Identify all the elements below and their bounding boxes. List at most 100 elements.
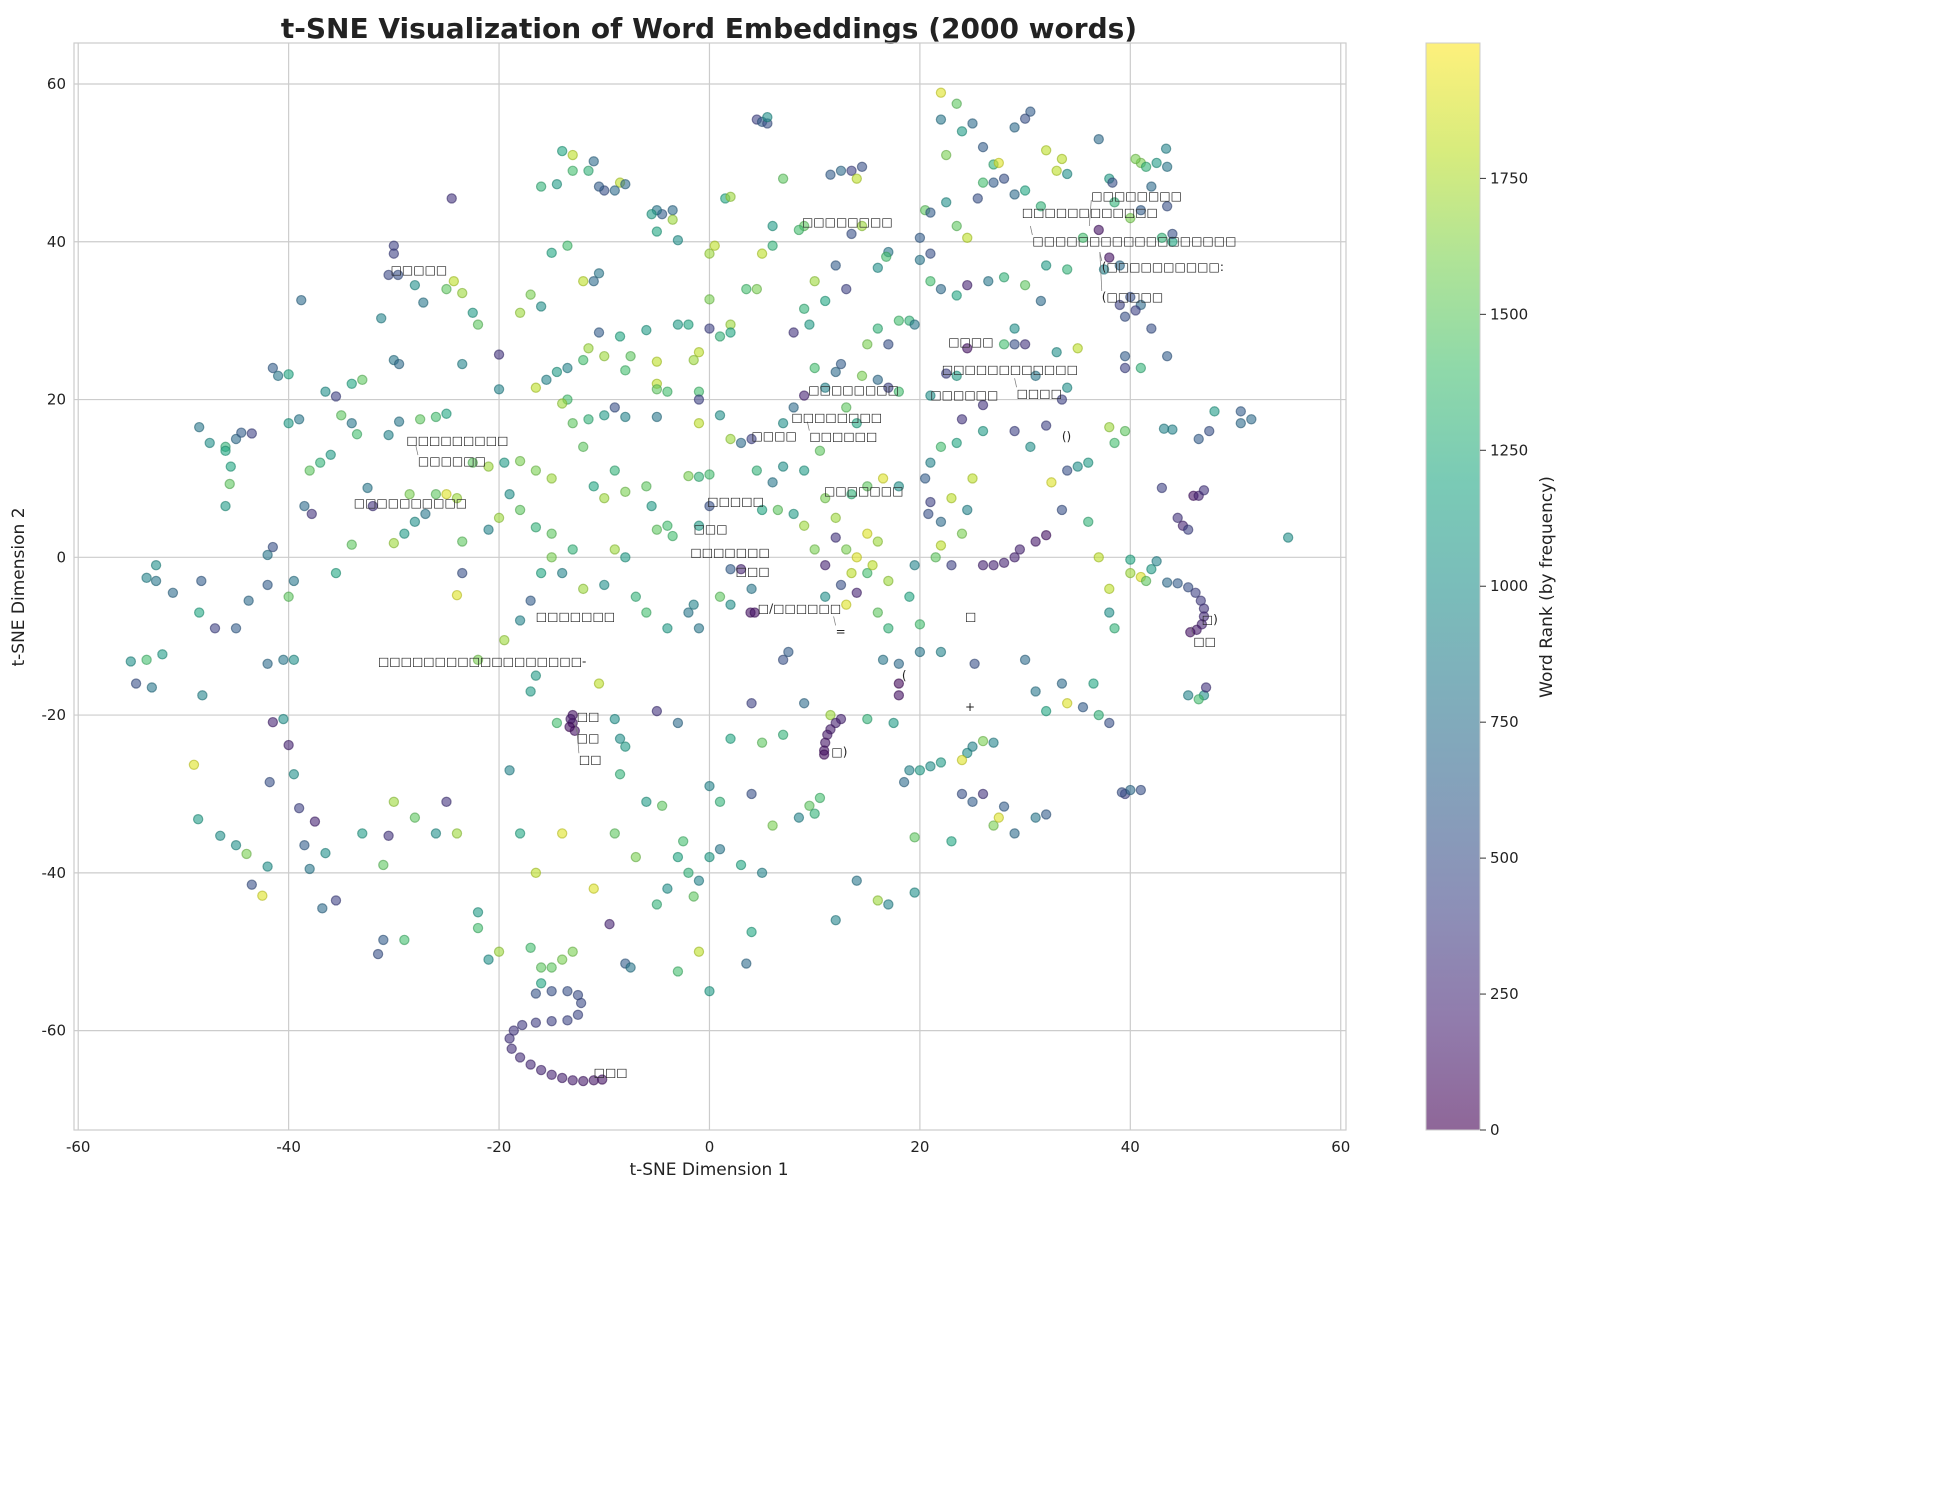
data-point bbox=[546, 1069, 557, 1080]
data-point bbox=[777, 461, 789, 472]
data-point bbox=[883, 623, 894, 634]
data-point bbox=[872, 607, 884, 618]
data-point bbox=[651, 384, 663, 395]
data-point bbox=[1104, 607, 1115, 618]
data-point bbox=[841, 402, 852, 413]
data-point bbox=[951, 290, 962, 301]
data-point bbox=[935, 283, 947, 295]
data-point bbox=[556, 567, 568, 579]
data-point bbox=[714, 796, 726, 808]
data-point bbox=[283, 591, 294, 602]
data-point bbox=[651, 899, 663, 910]
x-tick-label: 60 bbox=[1331, 1138, 1350, 1156]
data-point bbox=[651, 356, 663, 367]
data-point bbox=[1083, 457, 1094, 468]
data-point bbox=[593, 181, 605, 192]
data-point bbox=[262, 658, 273, 670]
data-point bbox=[925, 496, 936, 508]
data-point bbox=[188, 759, 200, 770]
data-point bbox=[288, 769, 300, 780]
data-point bbox=[1040, 530, 1052, 541]
data-point bbox=[641, 481, 652, 492]
data-point bbox=[751, 465, 763, 476]
data-point bbox=[546, 528, 557, 539]
data-point bbox=[609, 465, 620, 476]
data-point bbox=[583, 343, 594, 354]
data-point bbox=[567, 946, 578, 957]
colorbar-tick-label: 1500 bbox=[1490, 305, 1528, 323]
data-point bbox=[914, 232, 926, 244]
data-point bbox=[357, 828, 368, 839]
data-point bbox=[1193, 694, 1204, 705]
data-point bbox=[535, 567, 547, 579]
colorbar-ticks: 0 250 500 750 1000 1250 1500 1750 bbox=[1480, 169, 1528, 1139]
data-point bbox=[1140, 161, 1152, 173]
data-point bbox=[1156, 482, 1168, 494]
data-point bbox=[296, 294, 307, 306]
data-point bbox=[393, 358, 405, 370]
word-annotation: □ bbox=[965, 609, 976, 623]
colorbar-tick-label: 500 bbox=[1490, 849, 1519, 867]
y-tick-label: -40 bbox=[42, 864, 67, 882]
data-point bbox=[767, 240, 778, 251]
data-point bbox=[704, 323, 715, 334]
data-point bbox=[877, 473, 889, 484]
data-point bbox=[1061, 465, 1073, 476]
data-point bbox=[704, 248, 715, 259]
data-point bbox=[683, 867, 694, 879]
data-point bbox=[935, 540, 947, 551]
data-point bbox=[1161, 161, 1173, 173]
word-annotation: □□ bbox=[577, 710, 600, 724]
data-point bbox=[709, 240, 720, 251]
word-annotation: (□□□□□□□□□□: bbox=[1102, 260, 1224, 274]
data-point bbox=[499, 457, 510, 468]
data-point bbox=[514, 828, 526, 839]
data-point bbox=[530, 522, 542, 533]
data-point bbox=[209, 623, 221, 634]
word-annotation: ( bbox=[902, 669, 907, 683]
data-point bbox=[1093, 224, 1104, 236]
data-point bbox=[514, 1052, 526, 1063]
data-point bbox=[367, 500, 378, 512]
data-point bbox=[420, 508, 431, 520]
data-point bbox=[893, 690, 905, 701]
data-point bbox=[793, 224, 805, 236]
data-point bbox=[767, 820, 778, 831]
word-annotation: □) bbox=[1202, 613, 1218, 627]
data-point bbox=[150, 575, 162, 587]
data-point bbox=[1135, 362, 1147, 374]
data-point bbox=[535, 301, 547, 312]
data-point bbox=[1093, 709, 1104, 721]
data-point bbox=[192, 814, 204, 825]
data-point bbox=[725, 733, 736, 744]
data-point bbox=[883, 899, 894, 910]
data-point bbox=[725, 563, 736, 575]
annotation-leader-line bbox=[576, 729, 580, 754]
data-point bbox=[988, 560, 999, 571]
data-point bbox=[1135, 205, 1147, 216]
data-point bbox=[725, 191, 736, 203]
data-point bbox=[956, 126, 968, 137]
word-annotation: □□□□□□□□□□□□ bbox=[942, 363, 1078, 377]
data-point bbox=[1130, 305, 1141, 316]
data-point bbox=[998, 173, 1010, 184]
data-point bbox=[1009, 339, 1020, 350]
data-point bbox=[904, 591, 915, 602]
data-point bbox=[998, 339, 1010, 350]
data-point bbox=[1185, 627, 1196, 638]
data-point bbox=[762, 111, 773, 123]
data-point bbox=[546, 1015, 557, 1027]
data-point bbox=[1161, 201, 1173, 212]
data-point bbox=[846, 228, 857, 240]
y-tick-label: 60 bbox=[47, 75, 66, 93]
data-point bbox=[1161, 577, 1173, 588]
data-point bbox=[525, 289, 536, 300]
data-point bbox=[556, 145, 568, 157]
data-point bbox=[714, 331, 726, 342]
data-point bbox=[1104, 421, 1115, 433]
data-point bbox=[530, 465, 542, 476]
data-point bbox=[283, 418, 294, 429]
data-point bbox=[872, 895, 884, 906]
data-point bbox=[546, 473, 557, 484]
